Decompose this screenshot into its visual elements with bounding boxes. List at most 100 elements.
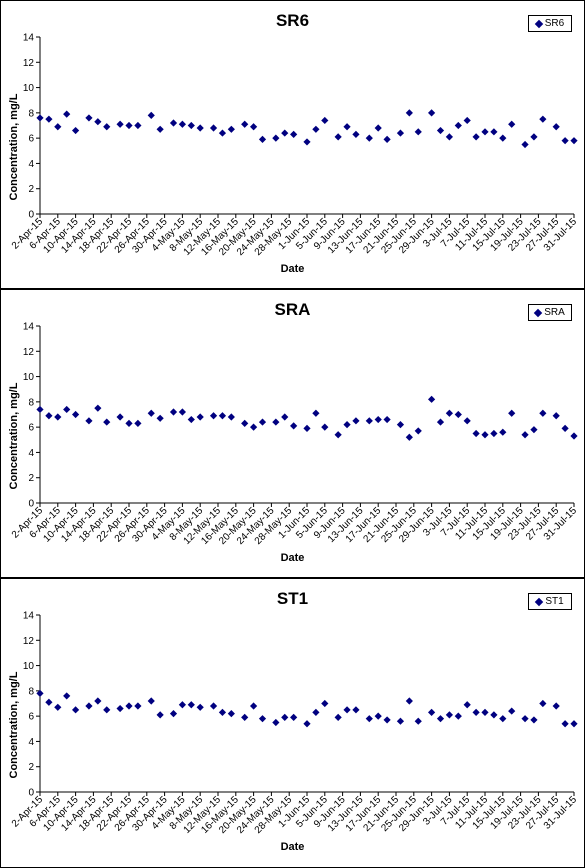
y-tick-label: 12 bbox=[23, 347, 35, 358]
data-point bbox=[312, 708, 320, 716]
data-point bbox=[445, 133, 453, 141]
data-point bbox=[352, 706, 360, 714]
data-point bbox=[147, 697, 155, 705]
data-point bbox=[552, 702, 560, 710]
data-point bbox=[63, 692, 71, 700]
data-point bbox=[303, 424, 311, 433]
data-point bbox=[196, 124, 204, 132]
data-point bbox=[405, 109, 413, 117]
data-point bbox=[321, 116, 329, 125]
data-point bbox=[54, 703, 62, 711]
data-point bbox=[436, 715, 445, 723]
data-point bbox=[169, 408, 178, 416]
data-point bbox=[209, 124, 218, 132]
data-point bbox=[209, 412, 218, 420]
data-point bbox=[156, 414, 164, 422]
data-point bbox=[250, 123, 258, 131]
y-tick-label: 2 bbox=[28, 184, 34, 195]
data-point bbox=[134, 702, 142, 710]
data-point bbox=[196, 703, 204, 711]
data-point bbox=[530, 133, 538, 141]
data-point bbox=[383, 415, 391, 424]
data-point bbox=[218, 129, 227, 137]
data-point bbox=[72, 706, 80, 714]
data-point bbox=[508, 120, 516, 128]
data-point bbox=[103, 418, 111, 426]
y-tick-label: 2 bbox=[28, 762, 34, 773]
data-point bbox=[490, 128, 498, 136]
data-point bbox=[428, 109, 436, 117]
data-point bbox=[250, 702, 258, 710]
data-point bbox=[490, 429, 498, 438]
data-point bbox=[374, 712, 382, 720]
data-point bbox=[321, 699, 329, 708]
data-point bbox=[187, 415, 195, 424]
y-tick-label: 8 bbox=[28, 397, 34, 408]
data-point bbox=[539, 115, 547, 123]
data-point bbox=[94, 118, 102, 126]
data-point bbox=[196, 413, 204, 421]
data-point bbox=[54, 123, 62, 131]
y-tick-label: 0 bbox=[28, 210, 34, 221]
data-point bbox=[258, 135, 267, 144]
data-point bbox=[178, 408, 186, 416]
data-point bbox=[436, 418, 445, 426]
legend: SRA bbox=[528, 304, 572, 321]
y-tick-label: 4 bbox=[28, 737, 34, 748]
data-point bbox=[552, 123, 560, 131]
data-point bbox=[45, 115, 53, 123]
y-tick-label: 12 bbox=[23, 58, 35, 69]
chart-title: SR6 bbox=[275, 11, 310, 30]
data-point bbox=[463, 417, 471, 425]
data-point bbox=[303, 720, 311, 728]
data-point bbox=[54, 413, 62, 421]
legend: ST1 bbox=[528, 593, 572, 610]
data-point bbox=[45, 698, 53, 706]
data-point bbox=[428, 395, 436, 403]
data-point bbox=[472, 708, 480, 716]
data-point bbox=[72, 410, 80, 419]
data-point bbox=[405, 697, 413, 705]
data-point bbox=[281, 129, 289, 137]
data-point bbox=[312, 125, 320, 133]
data-point bbox=[561, 720, 569, 728]
data-point bbox=[463, 701, 471, 709]
data-point bbox=[352, 417, 360, 425]
data-point bbox=[334, 431, 342, 439]
data-point bbox=[169, 119, 178, 127]
data-point bbox=[530, 426, 538, 434]
data-point bbox=[169, 710, 178, 718]
data-point bbox=[343, 706, 351, 714]
data-point bbox=[445, 711, 453, 719]
data-point bbox=[334, 713, 342, 722]
data-point bbox=[481, 128, 489, 136]
data-point bbox=[178, 701, 186, 709]
x-axis-label: Date bbox=[280, 841, 305, 853]
data-point bbox=[396, 717, 405, 725]
data-point bbox=[134, 121, 142, 130]
y-tick-label: 14 bbox=[23, 322, 35, 333]
data-point bbox=[63, 405, 71, 414]
data-point bbox=[321, 423, 329, 431]
data-point bbox=[539, 699, 547, 708]
data-point bbox=[241, 419, 249, 427]
data-point bbox=[125, 702, 133, 710]
y-tick-label: 4 bbox=[28, 448, 34, 459]
data-point bbox=[405, 433, 413, 441]
data-point bbox=[134, 419, 142, 427]
data-point bbox=[374, 124, 382, 132]
data-point bbox=[218, 412, 227, 420]
y-tick-label: 4 bbox=[28, 159, 34, 170]
data-point bbox=[36, 405, 44, 414]
data-point bbox=[103, 123, 111, 131]
data-point bbox=[343, 123, 351, 131]
data-point bbox=[85, 702, 93, 710]
data-point bbox=[125, 121, 133, 130]
data-point bbox=[147, 409, 155, 417]
data-point bbox=[539, 409, 547, 417]
data-point bbox=[436, 126, 445, 135]
data-point bbox=[45, 412, 53, 420]
data-point bbox=[227, 710, 235, 718]
scatter-plot-st1: 024681012142-Apr-156-Apr-1510-Apr-1514-A… bbox=[10, 611, 580, 836]
data-point bbox=[116, 413, 124, 421]
